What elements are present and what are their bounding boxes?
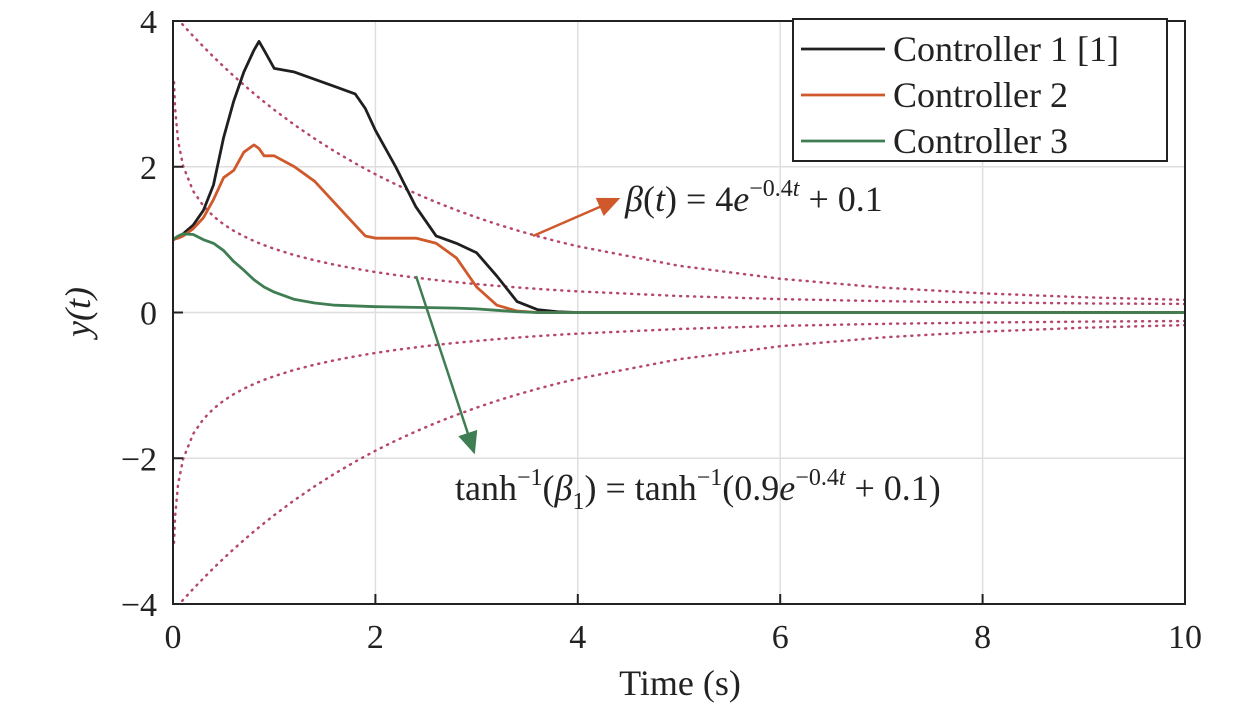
annotation-part: 1 bbox=[572, 489, 584, 515]
annotation-part: −0.4 bbox=[795, 465, 839, 491]
legend-label: Controller 1 [1] bbox=[893, 29, 1119, 69]
annotation-part: ( bbox=[543, 468, 555, 508]
annotation-part: t bbox=[793, 176, 801, 202]
annotation-part: + 0.1) bbox=[846, 468, 941, 508]
annotation-part: ) = tanh bbox=[584, 468, 696, 508]
x-axis-label: Time (s) bbox=[619, 663, 741, 703]
legend-label: Controller 2 bbox=[893, 75, 1068, 115]
annotation-part: (0.9 bbox=[722, 468, 779, 508]
y-tick-label: −4 bbox=[121, 587, 157, 624]
annotation-part: −0.4 bbox=[749, 176, 793, 202]
series-line bbox=[173, 81, 1185, 306]
annotation-part: e bbox=[779, 468, 795, 508]
annotation-part: ( bbox=[643, 179, 655, 219]
annotation-part: −1 bbox=[517, 465, 543, 491]
annotation-arrow bbox=[532, 197, 621, 238]
annotation-part: t bbox=[655, 179, 666, 219]
annotation: tanh−1(β1) = tanh−1(0.9e−0.4t + 0.1) bbox=[455, 465, 941, 515]
annotation-part: e bbox=[733, 179, 749, 219]
series-line bbox=[173, 319, 1185, 544]
annotation-part: β bbox=[554, 468, 573, 508]
x-tick-label: 6 bbox=[772, 619, 789, 656]
annotation-part: tanh bbox=[455, 468, 517, 508]
series-line bbox=[177, 21, 1185, 302]
plot-lines bbox=[173, 21, 1185, 604]
annotation: β(t) = 4e−0.4t + 0.1 bbox=[624, 176, 883, 219]
legend: Controller 1 [1] Controller 2 Controller 3 bbox=[792, 18, 1168, 162]
ticks: 0 2 4 6 8 10 −4 −2 0 2 4 bbox=[121, 4, 1202, 656]
legend-box bbox=[792, 18, 1168, 162]
x-tick-label: 2 bbox=[367, 619, 384, 656]
y-axis-label: y(t) bbox=[58, 287, 98, 340]
annotation-part: t bbox=[839, 465, 847, 491]
y-tick-label: −2 bbox=[121, 441, 157, 478]
series-line bbox=[177, 323, 1185, 604]
x-tick-label: 8 bbox=[974, 619, 991, 656]
legend-label: Controller 3 bbox=[893, 121, 1068, 161]
x-tick-label: 0 bbox=[165, 619, 182, 656]
annotation-part: + 0.1 bbox=[799, 179, 882, 219]
x-tick-label: 10 bbox=[1168, 619, 1202, 656]
annotation-part: ) = 4 bbox=[665, 179, 733, 219]
y-tick-label: 2 bbox=[140, 150, 157, 187]
series-line bbox=[173, 232, 1185, 314]
y-tick-label: 0 bbox=[140, 296, 157, 333]
x-tick-label: 4 bbox=[569, 619, 586, 656]
annotation-part: β bbox=[624, 179, 643, 219]
annotation-arrow bbox=[414, 275, 478, 455]
annotation-part: −1 bbox=[697, 465, 723, 491]
y-tick-label: 4 bbox=[140, 4, 157, 41]
